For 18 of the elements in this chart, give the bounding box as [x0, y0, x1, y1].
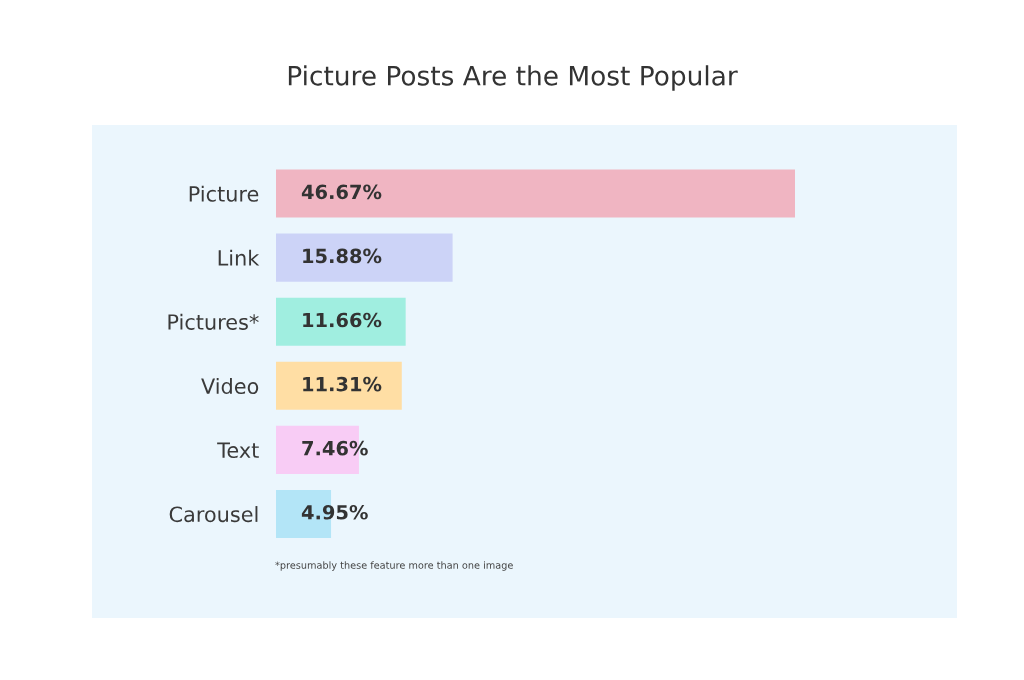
chart-title: Picture Posts Are the Most Popular — [288, 65, 738, 91]
y-tick-label: Link — [218, 249, 260, 266]
data-label: 46.67% — [301, 184, 382, 200]
y-tick-label: Carousel — [169, 506, 258, 523]
bar — [276, 169, 795, 218]
y-tick-label: Pictures* — [168, 313, 259, 330]
text: *presumably these feature more than one image — [275, 561, 513, 571]
bar — [276, 233, 453, 282]
y-tick-label: Video — [201, 377, 259, 394]
data-label: 4.95% — [301, 504, 368, 520]
bar — [276, 297, 406, 346]
data-label: 11.66% — [303, 312, 382, 328]
y-tick-label: Picture — [189, 185, 259, 202]
data-label: 7.46% — [302, 440, 368, 456]
data-label: 15.88% — [303, 248, 382, 264]
bar — [276, 361, 402, 410]
y-tick-label: Text — [217, 442, 259, 459]
data-label: 11.31% — [303, 376, 382, 392]
